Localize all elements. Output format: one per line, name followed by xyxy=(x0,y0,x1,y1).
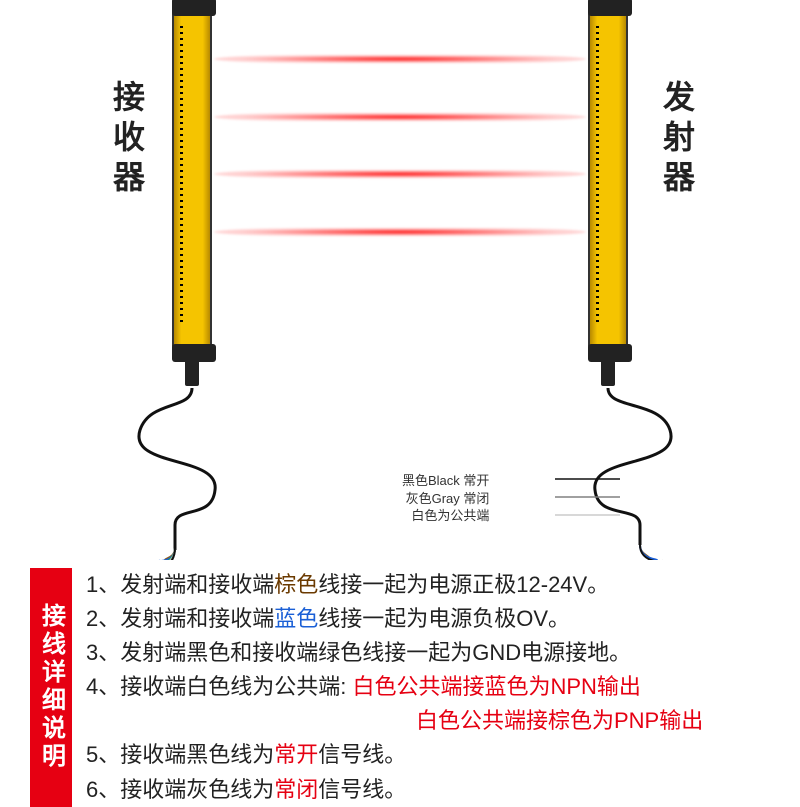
banner: 接线详细说明 xyxy=(30,568,72,807)
step-3: 3、发射端黑色和接收端绿色线接一起为GND电源接地。 xyxy=(86,636,703,670)
instructions: 接线详细说明 1、发射端和接收端棕色线接一起为电源正极12-24V。 2、发射端… xyxy=(30,568,770,807)
receiver-sensor xyxy=(172,10,212,350)
step-4b: 白色公共端接棕色为PNP输出 xyxy=(86,704,703,738)
legend-gray: 灰色Gray 常闭 xyxy=(402,490,489,508)
emitter-label: 发射器 xyxy=(654,80,700,200)
legend-white: 白色为公共端 xyxy=(402,507,489,525)
instruction-lines: 1、发射端和接收端棕色线接一起为电源正极12-24V。 2、发射端和接收端蓝色线… xyxy=(86,568,703,807)
step-5: 5、接收端黑色线为常开信号线。 xyxy=(86,738,703,772)
legend-black: 黑色Black 常开 xyxy=(402,472,489,490)
step-2: 2、发射端和接收端蓝色线接一起为电源负极OV。 xyxy=(86,602,703,636)
wire-legend: 黑色Black 常开 灰色Gray 常闭 白色为公共端 xyxy=(402,472,489,525)
step-4a: 4、接收端白色线为公共端: 白色公共端接蓝色为NPN输出 xyxy=(86,670,703,704)
diagram-area: 接收器 发射器 黑色Black 常开 灰色Gray 常闭 白色为公共端 xyxy=(0,0,800,560)
emitter-sensor xyxy=(588,10,628,350)
step-6: 6、接收端灰色线为常闭信号线。 xyxy=(86,773,703,807)
receiver-label: 接收器 xyxy=(104,80,150,200)
step-1: 1、发射端和接收端棕色线接一起为电源正极12-24V。 xyxy=(86,568,703,602)
